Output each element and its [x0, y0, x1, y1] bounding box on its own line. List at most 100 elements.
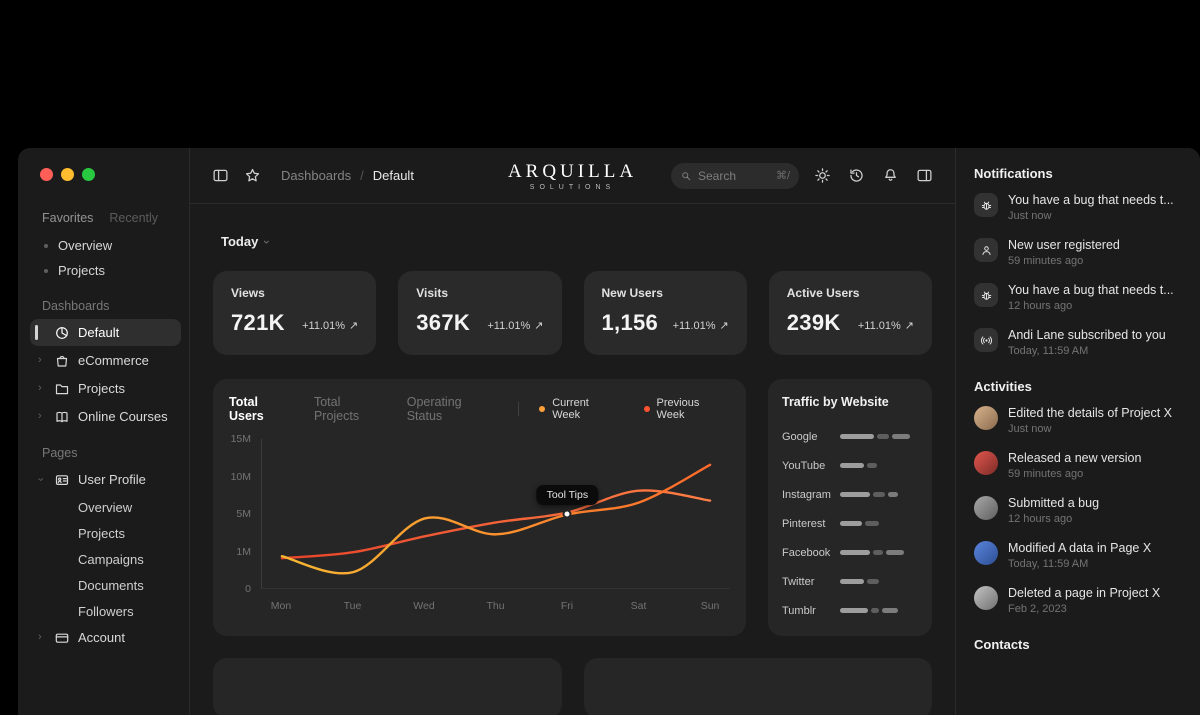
notifications-button[interactable] [882, 167, 899, 184]
sidebar-item-label: Default [78, 325, 120, 340]
sidebar-item-label: Projects [78, 381, 125, 396]
stat-label: New Users [601, 286, 663, 300]
y-tick-label: 1M [236, 545, 251, 558]
close-window-button[interactable] [40, 168, 53, 181]
trend-up-icon: ↗ [904, 320, 914, 332]
charts-row: Total Users Total Projects Operating Statu… [213, 379, 932, 636]
panel-right-icon [917, 169, 932, 182]
legend-dot [643, 406, 650, 412]
activity-item[interactable]: Submitted a bug 12 hours ago [974, 496, 1182, 532]
sidebar-item-user-profile-followers[interactable]: Followers [78, 603, 134, 619]
sidebar-item-ecommerce[interactable]: › eCommerce [30, 347, 181, 374]
activity-title: Modified A data in Page X [1008, 541, 1152, 555]
traffic-site-label: Tumblr [782, 604, 816, 617]
sidebar-favorites: Overview Projects [30, 233, 181, 283]
notification-item[interactable]: You have a bug that needs t... 12 hours a… [974, 283, 1182, 319]
stat-value: 367K [416, 310, 471, 335]
history-button[interactable] [848, 167, 865, 184]
stat-bottom: 367K +11.01% ↗ [416, 310, 543, 336]
chart-y-axis: 15M 10M 5M 1M 0 [229, 433, 261, 595]
activity-text: Edited the details of Project X Just now [1008, 406, 1172, 442]
sidebar-tabs: Favorites Recently [42, 211, 181, 225]
chart-line-previous-week [282, 490, 710, 558]
sidebar-tab-favorites[interactable]: Favorites [42, 211, 94, 225]
chart-plot: Tool Tips [261, 439, 730, 589]
date-filter-dropdown[interactable]: Today › [213, 234, 932, 249]
traffic-row-google: Google [782, 422, 918, 451]
chart-tab-total-projects[interactable]: Total Projects [313, 395, 360, 423]
sidebar-item-user-profile-documents[interactable]: Documents [78, 577, 144, 593]
card-partial-right [583, 658, 932, 715]
notification-text: You have a bug that needs t... Just now [1008, 193, 1174, 229]
favorite-button[interactable] [244, 167, 261, 184]
sidebar-item-online-courses[interactable]: › Online Courses [30, 403, 181, 430]
sidebar-sections: Dashboards Default › eCommerce › Projects › Onl… [30, 299, 181, 651]
theme-toggle-button[interactable] [814, 167, 831, 184]
sidebar-item-projects[interactable]: › Projects [30, 375, 181, 402]
stat-card-visits: Visits 367K +11.01% ↗ [398, 271, 562, 355]
sidebar-item-projects[interactable]: Projects [30, 258, 181, 283]
right-panel: Notifications You have a bug that needs … [955, 148, 1200, 715]
sidebar-toggle-button[interactable] [212, 167, 229, 184]
traffic-bar-segment [840, 550, 870, 555]
sidebar-item-label: Overview [58, 238, 113, 253]
chart-tooltip: Tool Tips [536, 485, 599, 506]
breadcrumb-section[interactable]: Dashboards [281, 168, 352, 183]
stat-bottom: 721K +11.01% ↗ [231, 310, 358, 336]
sidebar-item-label: User Profile [78, 472, 146, 487]
traffic-by-website-card: Traffic by Website Google YouTube Instagra… [768, 379, 932, 636]
search-input[interactable] [698, 168, 770, 183]
notification-item[interactable]: New user registered 59 minutes ago [974, 238, 1182, 274]
traffic-row-facebook: Facebook [782, 538, 918, 567]
traffic-bar-segment [865, 521, 879, 526]
bell-icon [885, 169, 896, 181]
search-box[interactable]: ⌘/ [671, 162, 799, 189]
chart-tab-total-users[interactable]: Total Users [229, 395, 264, 423]
bug-icon [974, 283, 998, 307]
sidebar-item-user-profile-overview[interactable]: Overview [78, 499, 133, 515]
activity-item[interactable]: Modified A data in Page X Today, 11:59 AM [974, 541, 1182, 577]
activity-item[interactable]: Deleted a page in Project X Feb 2, 2023 [974, 586, 1182, 622]
chart-tab-operating-status[interactable]: Operating Status [406, 395, 462, 423]
right-panel-toggle-button[interactable] [916, 167, 933, 184]
legend-item-current-week: Current Week [539, 397, 619, 421]
zoom-window-button[interactable] [82, 168, 95, 181]
activity-title: Submitted a bug [1008, 496, 1100, 510]
stat-delta-value: +11.01% [672, 319, 716, 332]
traffic-bar-segment [892, 434, 910, 439]
book-icon [54, 409, 70, 425]
legend-label: Previous Week [656, 397, 700, 421]
notification-item[interactable]: Andi Lane subscribed to you Today, 11:59 … [974, 328, 1182, 364]
x-tick-label: Sun [700, 600, 720, 612]
notification-time: Today, 11:59 AM [1008, 345, 1089, 357]
traffic-bar-segment [840, 608, 868, 613]
bullet-icon [44, 243, 48, 248]
sidebar-item-user-profile-projects[interactable]: Projects [78, 525, 125, 541]
notification-item[interactable]: You have a bug that needs t... Just now [974, 193, 1182, 229]
sidebar-item-overview[interactable]: Overview [30, 233, 181, 258]
traffic-site-label: Twitter [782, 575, 815, 588]
sidebar-item-label: Online Courses [78, 409, 168, 424]
avatar [974, 541, 998, 565]
history-icon [850, 169, 863, 182]
notification-text: You have a bug that needs t... 12 hours a… [1008, 283, 1174, 319]
activity-item[interactable]: Edited the details of Project X Just now [974, 406, 1182, 442]
traffic-rows: Google YouTube Instagram Pinterest Facebook T… [782, 422, 918, 625]
sidebar: Favorites Recently Overview Projects Dashb… [18, 148, 190, 715]
sidebar-item-account[interactable]: › Account [30, 624, 181, 651]
notification-title: New user registered [1008, 238, 1120, 252]
activity-item[interactable]: Released a new version 59 minutes ago [974, 451, 1182, 487]
notification-title: You have a bug that needs t... [1008, 193, 1174, 207]
traffic-site-label: Facebook [782, 546, 831, 559]
broadcast-icon [974, 328, 998, 352]
folder-icon [54, 381, 70, 397]
minimize-window-button[interactable] [61, 168, 74, 181]
sidebar-item-user-profile-campaigns[interactable]: Campaigns [78, 551, 144, 567]
brand-title: ARQUILLA [507, 160, 638, 182]
sidebar-item-user-profile[interactable]: › User Profile [30, 466, 181, 493]
activity-title: Deleted a page in Project X [1008, 586, 1161, 600]
sidebar-tab-recently[interactable]: Recently [109, 211, 159, 225]
traffic-site-label: Google [782, 430, 818, 443]
sidebar-item-default[interactable]: Default [30, 319, 181, 346]
x-tick-label: Mon [270, 600, 292, 612]
